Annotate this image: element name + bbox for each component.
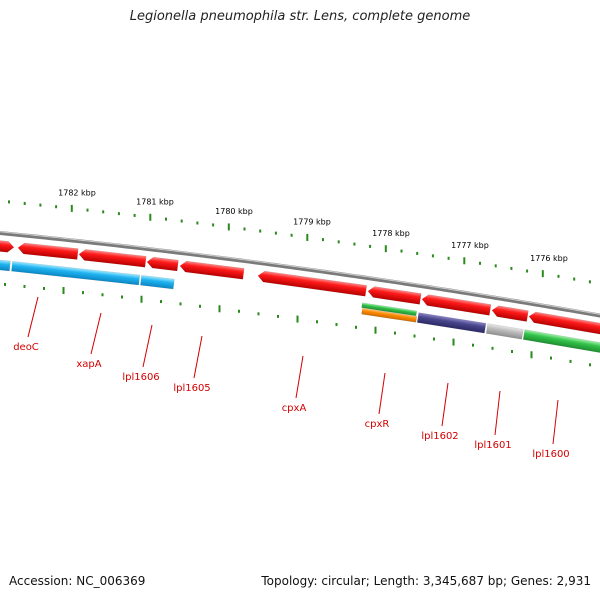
gene-label: lpl1600 bbox=[532, 449, 569, 460]
cog-box-cyan bbox=[140, 274, 175, 290]
cog-box-cyan-shape bbox=[0, 259, 11, 272]
gene-arrow bbox=[0, 239, 15, 253]
cog-box-green-shape bbox=[522, 329, 600, 354]
cog-box-orange bbox=[361, 307, 418, 323]
label-leader-line bbox=[494, 390, 501, 436]
genome-summary: Topology: circular; Length: 3,345,687 bp… bbox=[261, 574, 591, 588]
scale-label: 1776 kbp bbox=[530, 254, 568, 263]
gene-arrow-shape bbox=[367, 286, 422, 305]
cog-box-gray-shape bbox=[485, 323, 524, 340]
cog-box-cyan bbox=[11, 260, 141, 286]
gene-arrow-shape bbox=[17, 242, 79, 260]
cog-box-green-shape bbox=[361, 302, 418, 317]
gene-arrow bbox=[17, 242, 79, 260]
backbone-line bbox=[0, 230, 600, 318]
label-leader-line bbox=[295, 355, 304, 399]
gene-arrow bbox=[367, 286, 422, 305]
gene-arrow bbox=[179, 260, 245, 280]
genome-backbone bbox=[0, 230, 600, 318]
label-leader-line bbox=[193, 335, 203, 379]
feature-track bbox=[0, 239, 600, 354]
scale-label: 1780 kbp bbox=[215, 207, 253, 216]
gene-arrow-shape bbox=[78, 249, 147, 268]
gene-arrow bbox=[257, 270, 367, 297]
label-leader-line bbox=[378, 372, 386, 415]
cog-box-cyan bbox=[0, 259, 11, 272]
cog-box-gray bbox=[485, 323, 524, 340]
gene-arrow-shape bbox=[528, 311, 600, 335]
label-leader-line bbox=[552, 399, 559, 445]
gene-label: lpl1606 bbox=[122, 372, 159, 383]
gene-arrow bbox=[146, 256, 179, 272]
cog-box-cyan-shape bbox=[140, 274, 175, 290]
gene-label: xapA bbox=[76, 359, 101, 370]
label-leader-line bbox=[441, 382, 449, 427]
gene-arrow bbox=[421, 294, 492, 316]
cog-box-purple-shape bbox=[416, 312, 487, 334]
cog-box-green bbox=[361, 302, 418, 317]
accession-label: Accession: NC_006369 bbox=[9, 574, 146, 588]
scale-label: 1782 kbp bbox=[58, 189, 96, 198]
gene-arrow-shape bbox=[491, 305, 529, 322]
gene-arrow-shape bbox=[421, 294, 492, 316]
cog-box-orange-shape bbox=[361, 307, 418, 323]
label-leader-line bbox=[142, 324, 153, 368]
cog-box-green bbox=[522, 329, 600, 354]
gene-arrow-shape bbox=[179, 260, 245, 280]
gene-arrow bbox=[78, 249, 147, 268]
gene-arrow bbox=[491, 305, 529, 322]
gene-label: lpl1605 bbox=[173, 383, 210, 394]
gene-label: cpxR bbox=[365, 419, 390, 430]
gene-arrow-shape bbox=[146, 256, 179, 272]
scale-label: 1778 kbp bbox=[372, 229, 410, 238]
gene-label: lpl1601 bbox=[474, 440, 511, 451]
scale-label: 1781 kbp bbox=[136, 197, 174, 206]
gene-label: lpl1602 bbox=[421, 431, 458, 442]
cog-box-cyan-shape bbox=[11, 260, 141, 286]
gene-label: cpxA bbox=[282, 403, 307, 414]
scale-label: 1779 kbp bbox=[293, 218, 331, 227]
scale-ticks: 1782 kbp 1781 kbp 1780 kbp 1779 kbp 1778 kbp… bbox=[4, 189, 591, 367]
gene-label: deoC bbox=[13, 342, 39, 353]
cog-box-purple bbox=[416, 312, 487, 334]
scale-label: 1777 kbp bbox=[451, 241, 489, 250]
gene-arrow-shape bbox=[257, 270, 367, 297]
label-layer: deoC xapA lpl1606 lpl1605 cpxA cpxR lpl1602 lpl… bbox=[13, 296, 570, 460]
label-leader-line bbox=[27, 296, 39, 338]
gene-arrow bbox=[528, 311, 600, 335]
gene-arrow-shape bbox=[0, 239, 15, 253]
label-leader-line bbox=[90, 312, 102, 355]
map-title: Legionella pneumophila str. Lens, comple… bbox=[129, 9, 471, 24]
backbone-highlight bbox=[0, 231, 600, 315]
